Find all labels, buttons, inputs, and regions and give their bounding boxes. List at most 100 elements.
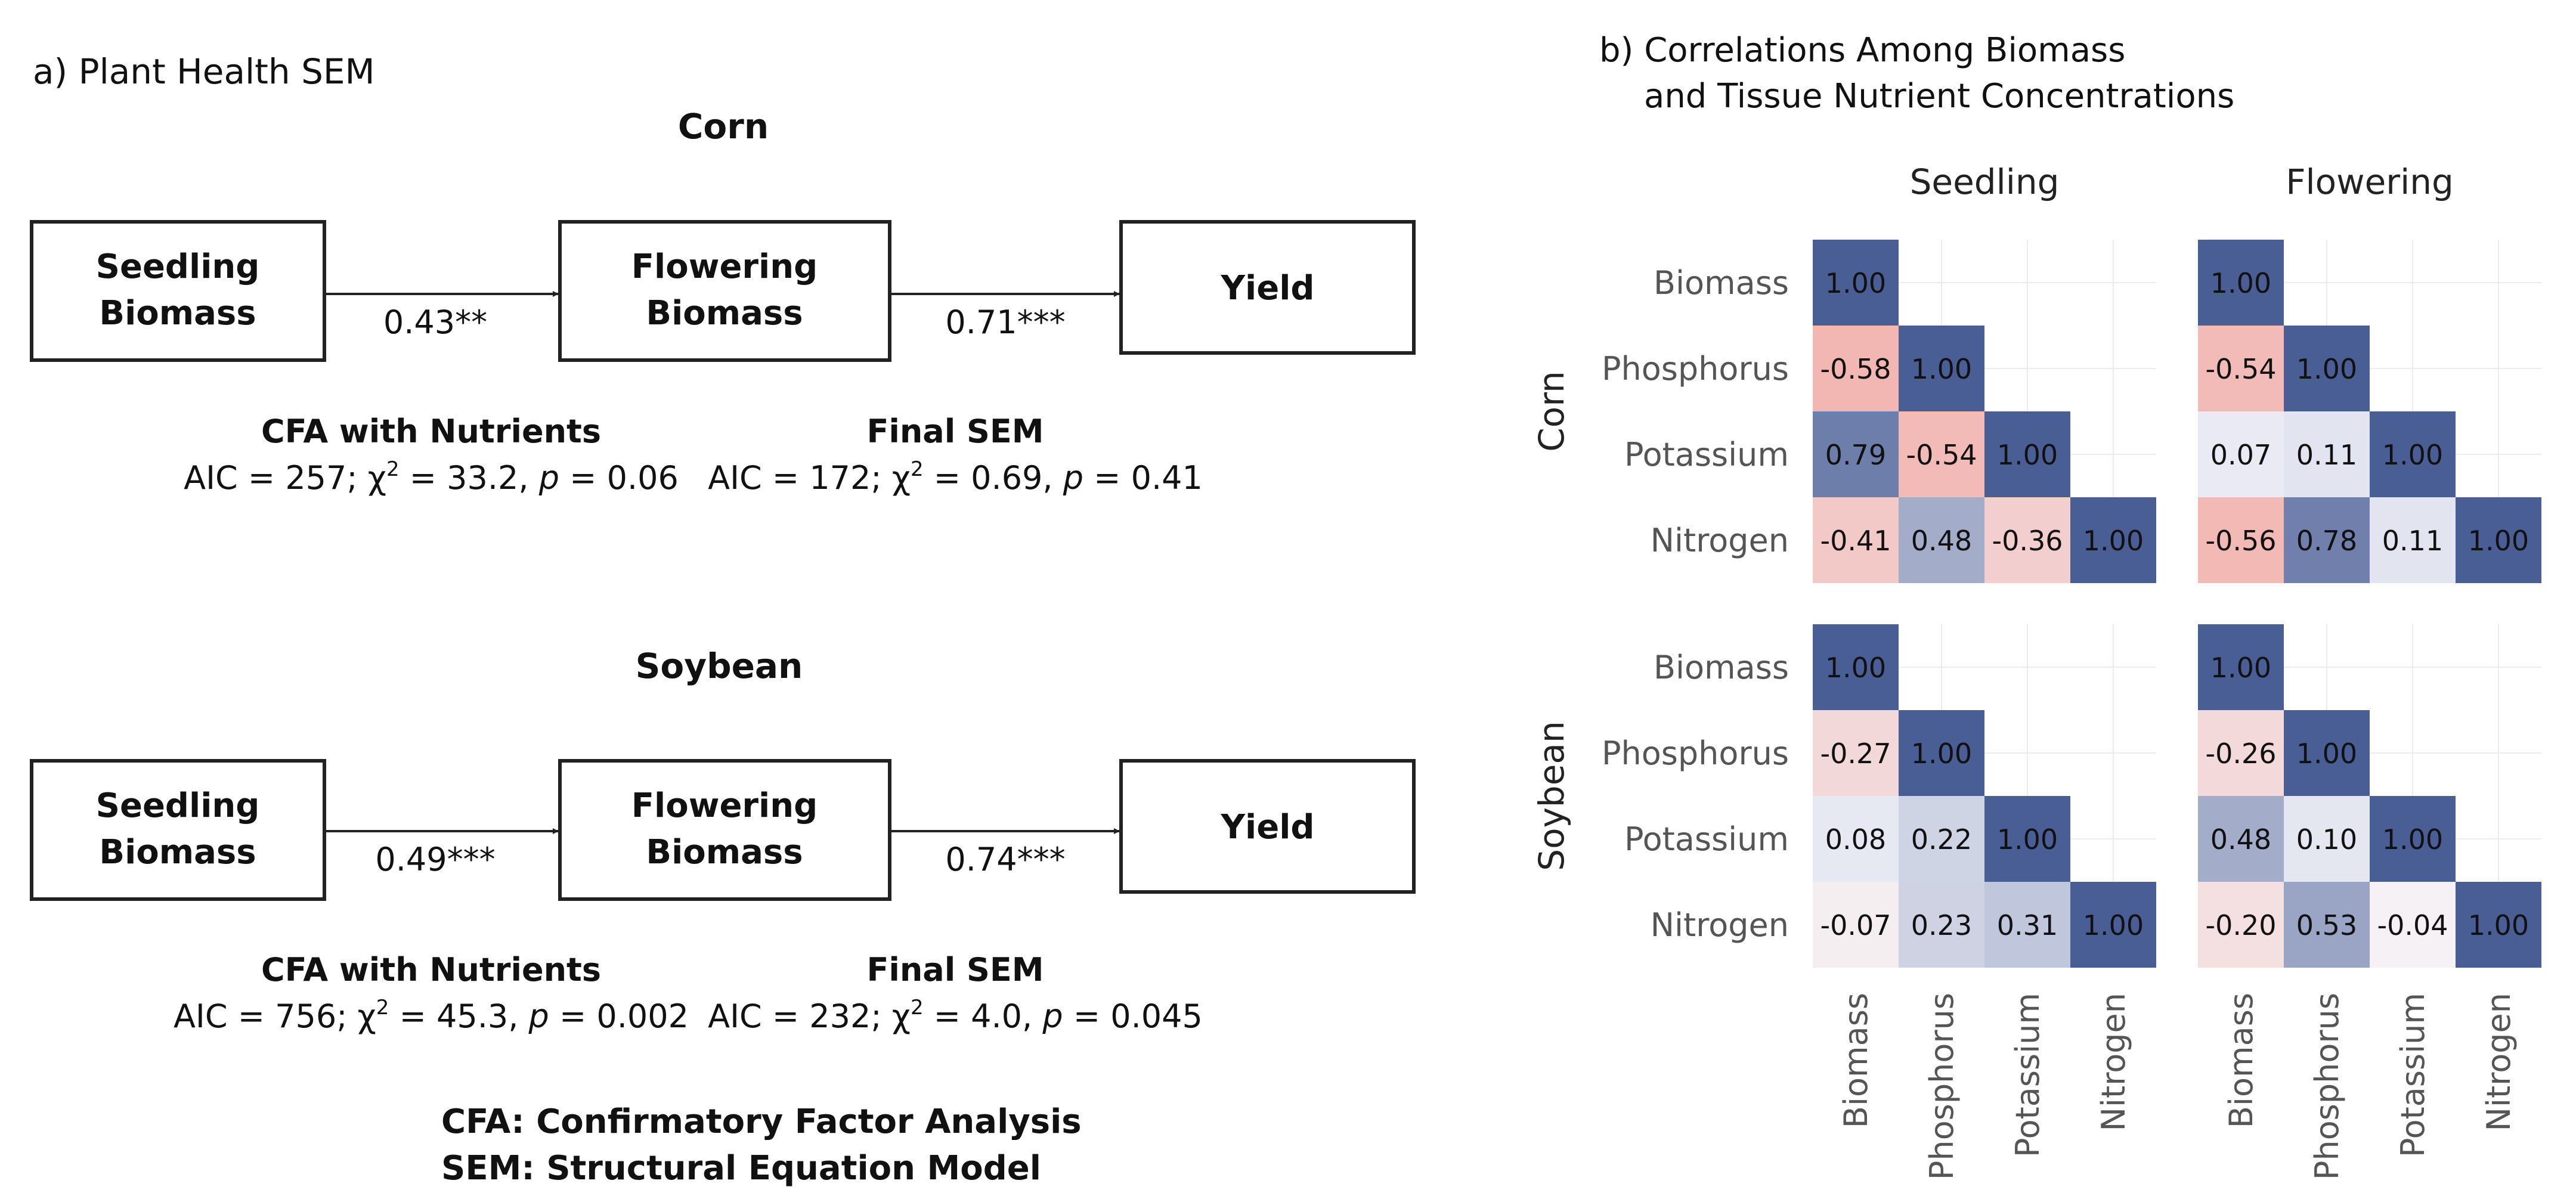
heatmap-cell xyxy=(2284,796,2370,882)
sem-model-corn: Corn Seedling Biomass Flowering Biomass … xyxy=(30,106,1416,497)
heatmap-cell xyxy=(2198,624,2284,710)
x-tick-label: Biomass xyxy=(2222,993,2260,1128)
x-tick-label: Nitrogen xyxy=(2480,993,2518,1131)
model-title: Soybean xyxy=(636,646,803,686)
heatmap-cell xyxy=(2284,497,2370,583)
cell-value-label: 0.31 xyxy=(1997,909,2058,941)
crop-strip-corn: Corn xyxy=(1531,371,1572,452)
cell-value-label: 0.53 xyxy=(2296,909,2357,941)
cell-value-label: 1.00 xyxy=(1825,267,1886,299)
heatmap-cell xyxy=(2456,497,2541,583)
heatmap-cell xyxy=(1899,326,1984,411)
y-tick-label: Phosphorus xyxy=(1602,350,1789,388)
cell-value-label: 0.11 xyxy=(2296,439,2357,471)
heatmap-corn-flowering: 1.00 -0.54 1.00 0.07 0.11 1.00 -0.56 0.78 0.11 1.… xyxy=(2198,240,2541,583)
cell-value-label: -0.07 xyxy=(1820,909,1891,941)
cell-value-label: -0.54 xyxy=(2205,353,2276,385)
sem-model-soybean: Soybean Seedling Biomass Flowering Bioma… xyxy=(30,646,1416,1035)
fit-title: Final SEM xyxy=(866,413,1044,450)
heatmap-cell xyxy=(2198,497,2284,583)
node-label-line1: Yield xyxy=(1220,808,1314,847)
heatmap-corn-seedling: 1.00 -0.58 1.00 0.79 -0.54 1.00 -0.41 0.48 -0.36… xyxy=(1813,240,2156,583)
node-label-line1: Flowering xyxy=(631,786,818,825)
heatmap-cell xyxy=(1899,710,1984,796)
panel-b-title-line1: b) Correlations Among Biomass xyxy=(1599,31,2125,70)
model-title: Corn xyxy=(678,106,769,147)
footnote-sem: SEM: Structural Equation Model xyxy=(441,1149,1041,1188)
heatmap-cell xyxy=(1813,411,1899,497)
cell-value-label: 1.00 xyxy=(1911,738,1972,770)
fit-line: AIC = 756; χ2 = 45.3, p = 0.002 xyxy=(174,996,689,1035)
node-label-line2: Biomass xyxy=(99,294,256,333)
heatmap-cell xyxy=(2370,497,2456,583)
node-label-line1: Flowering xyxy=(631,247,818,286)
fit-stats-cfa: CFA with Nutrients AIC = 257; χ2 = 33.2,… xyxy=(184,413,679,497)
cell-value-label: 1.00 xyxy=(2382,439,2443,471)
x-tick-label: Potassium xyxy=(2394,993,2432,1157)
heatmap-soybean-flowering: 1.00 -0.26 1.00 0.48 0.10 1.00 -0.20 0.53 -0.04 1… xyxy=(2198,624,2541,968)
heatmap-cell xyxy=(2198,240,2284,326)
y-tick-label: Biomass xyxy=(1654,649,1789,686)
cell-value-label: -0.27 xyxy=(1820,738,1891,770)
heatmap-cell xyxy=(2370,882,2456,968)
node-label-line2: Biomass xyxy=(646,294,803,333)
path-coefficient: 0.49*** xyxy=(375,841,495,878)
fit-title: CFA with Nutrients xyxy=(261,413,601,450)
heatmap-cell xyxy=(1813,326,1899,411)
cell-value-label: 1.00 xyxy=(2382,823,2443,856)
sem-node-seedling-biomass: Seedling Biomass xyxy=(30,759,326,901)
cell-value-label: 0.08 xyxy=(1825,823,1886,856)
cell-value-label: 0.48 xyxy=(2210,823,2271,856)
heatmap-cell xyxy=(2370,411,2456,497)
heatmap-cell xyxy=(2198,326,2284,411)
heatmap-cell xyxy=(2198,882,2284,968)
fit-stats-final-sem: Final SEM AIC = 172; χ2 = 0.69, p = 0.41 xyxy=(708,413,1203,497)
sem-node-yield: Yield xyxy=(1119,759,1416,894)
cell-value-label: -0.04 xyxy=(2377,909,2448,941)
path-coefficient: 0.74*** xyxy=(945,841,1065,878)
cell-value-label: 1.00 xyxy=(1997,823,2058,856)
node-label-line1: Yield xyxy=(1220,269,1314,308)
sem-node-yield: Yield xyxy=(1119,220,1416,355)
cell-value-label: 0.22 xyxy=(1911,823,1972,856)
cell-value-label: 1.00 xyxy=(2468,909,2529,941)
cell-value-label: 0.48 xyxy=(1911,525,1972,557)
heatmap-cell xyxy=(1813,710,1899,796)
heatmap-cell xyxy=(1899,882,1984,968)
fit-stats-cfa: CFA with Nutrients AIC = 756; χ2 = 45.3,… xyxy=(174,951,689,1035)
cell-value-label: 0.79 xyxy=(1825,439,1886,471)
cell-value-label: 1.00 xyxy=(2210,652,2271,684)
heatmap-cell xyxy=(2198,796,2284,882)
path-coefficient: 0.43** xyxy=(383,303,487,341)
footnote-cfa: CFA: Confirmatory Factor Analysis xyxy=(441,1102,1082,1141)
heatmap-cell xyxy=(2284,326,2370,411)
heatmap-cell xyxy=(1984,411,2070,497)
node-label-line1: Seedling xyxy=(96,786,260,825)
cell-value-label: 1.00 xyxy=(1825,652,1886,684)
heatmap-cell xyxy=(2284,411,2370,497)
y-tick-label: Potassium xyxy=(1624,820,1789,858)
heatmap-cell xyxy=(1813,497,1899,583)
y-tick-label: Phosphorus xyxy=(1602,735,1789,772)
cell-value-label: 1.00 xyxy=(2083,909,2144,941)
crop-strip-soybean: Soybean xyxy=(1531,721,1572,870)
sem-node-flowering-biomass: Flowering Biomass xyxy=(558,759,891,901)
heatmap-cell xyxy=(2070,497,2156,583)
panel-a-title: a) Plant Health SEM xyxy=(33,51,375,92)
y-tick-label: Nitrogen xyxy=(1651,522,1789,559)
x-tick-label: Nitrogen xyxy=(2095,993,2132,1131)
heatmap-cell xyxy=(2456,882,2541,968)
stage-header-seedling: Seedling xyxy=(1910,162,2060,202)
y-tick-label: Biomass xyxy=(1654,264,1789,302)
sem-node-flowering-biomass: Flowering Biomass xyxy=(558,220,891,362)
heatmap-cell xyxy=(2070,882,2156,968)
heatmap-soybean-seedling: 1.00 -0.27 1.00 0.08 0.22 1.00 -0.07 0.23 0.31 1.… xyxy=(1813,624,2156,968)
x-tick-label: Phosphorus xyxy=(1923,993,1961,1180)
node-label-line1: Seedling xyxy=(96,247,260,286)
heatmap-cell xyxy=(1984,882,2070,968)
y-tick-label: Nitrogen xyxy=(1651,906,1789,944)
heatmap-cell xyxy=(1984,796,2070,882)
panel-b-correlations: b) Correlations Among Biomass and Tissue… xyxy=(1531,31,2541,1180)
